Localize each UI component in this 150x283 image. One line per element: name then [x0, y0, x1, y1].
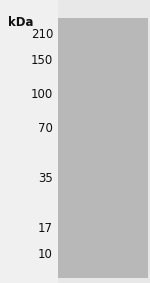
Bar: [60, 58, 80, 62]
Text: 150: 150: [31, 53, 53, 67]
Bar: [60, 93, 80, 98]
Text: 100: 100: [31, 89, 53, 102]
FancyBboxPatch shape: [0, 0, 58, 283]
Bar: [60, 253, 80, 257]
Text: 17: 17: [38, 222, 53, 235]
Bar: [60, 226, 80, 230]
Bar: [60, 176, 80, 180]
Text: 35: 35: [38, 171, 53, 185]
Bar: [60, 33, 80, 37]
Text: kDa: kDa: [8, 16, 33, 29]
Text: 210: 210: [31, 29, 53, 42]
Text: 10: 10: [38, 248, 53, 261]
Text: 70: 70: [38, 121, 53, 134]
Bar: [60, 125, 80, 130]
